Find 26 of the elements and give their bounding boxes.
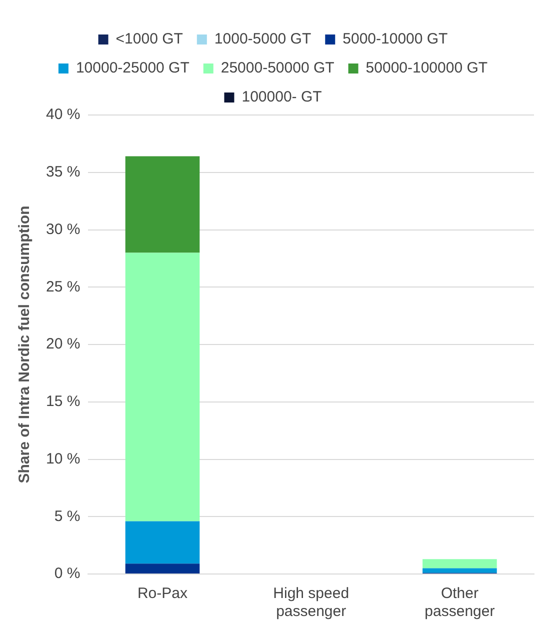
y-tick-label: 30 % [46,220,80,238]
y-tick-label: 40 % [46,106,80,124]
bar [125,156,200,253]
bar [125,252,200,522]
legend-label: 25000-50000 GT [220,60,334,77]
y-tick-label: 0 % [54,565,80,582]
legend-label: 1000-5000 GT [214,30,312,48]
y-axis-title: Share of Intra Nordic fuel consumption [16,206,34,484]
x-tick-label: Ro-Pax [137,585,188,602]
x-tick-label: Other passenger [424,585,495,620]
legend-label: 100000- GT [242,88,322,106]
bar [422,568,497,573]
y-tick-label: 35 % [46,164,80,181]
bar [125,521,200,564]
bar [422,559,497,568]
legend-label: 5000-10000 GT [342,30,448,48]
y-tick-label: 25 % [46,278,80,296]
bar [125,564,200,574]
x-tick-label: High speed passenger [273,585,350,620]
y-tick-label: 15 % [46,393,80,410]
y-tick-label: 5 % [54,508,80,525]
legend-label: 10000-25000 GT [76,60,190,77]
legend-label: 50000-100000 GT [366,60,488,77]
y-tick-label: 10 % [46,450,80,468]
legend-label: <1000 GT [116,30,183,48]
y-tick-label: 20 % [46,336,80,353]
